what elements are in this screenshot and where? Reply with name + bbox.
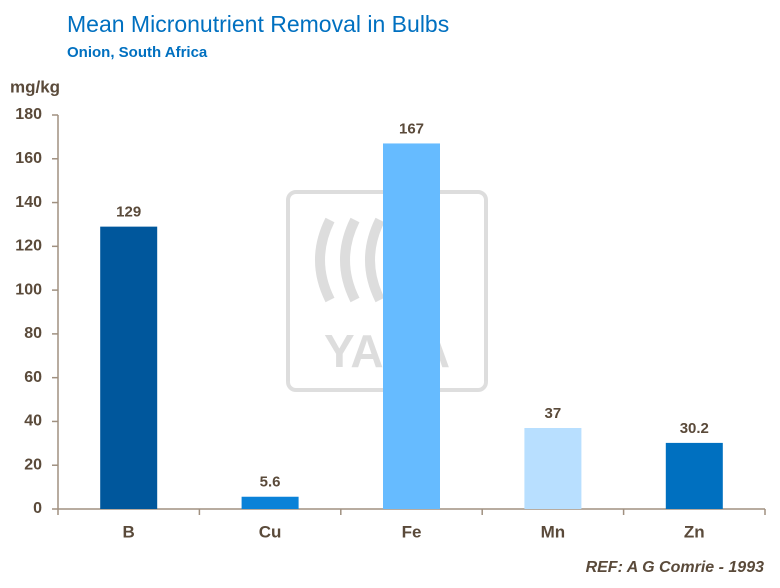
y-tick-label: 140: [15, 194, 42, 211]
y-tick-label: 80: [24, 325, 42, 342]
value-label: 30.2: [680, 420, 709, 437]
y-tick-label: 20: [24, 456, 42, 473]
value-label: 167: [399, 120, 424, 137]
bar: [383, 143, 440, 509]
y-tick-label: 160: [15, 150, 42, 167]
x-tick-label: Fe: [402, 522, 422, 541]
y-tick-label: 40: [24, 413, 42, 430]
x-tick-label: B: [123, 522, 135, 541]
bar: [524, 428, 582, 509]
y-tick-label: 0: [33, 500, 42, 517]
y-axis-label: mg/kg: [10, 77, 60, 96]
value-label: 5.6: [260, 474, 281, 491]
value-label: 129: [116, 204, 141, 221]
y-tick-label: 60: [24, 369, 42, 386]
value-label: 37: [545, 405, 562, 422]
chart-title: Mean Micronutrient Removal in Bulbs: [67, 11, 449, 37]
y-tick-label: 120: [15, 238, 42, 255]
watermark-waves: [315, 217, 435, 303]
reference: REF: A G Comrie - 1993: [586, 559, 765, 576]
bar: [665, 442, 723, 509]
bar: [241, 496, 299, 509]
x-tick-label: Zn: [684, 522, 705, 541]
x-tick-label: Cu: [259, 522, 282, 541]
y-tick-label: 100: [15, 281, 42, 298]
x-tick-label: Mn: [541, 522, 566, 541]
bar: [100, 226, 158, 509]
y-tick-label: 180: [15, 106, 42, 123]
chart-subtitle: Onion, South Africa: [67, 44, 208, 61]
